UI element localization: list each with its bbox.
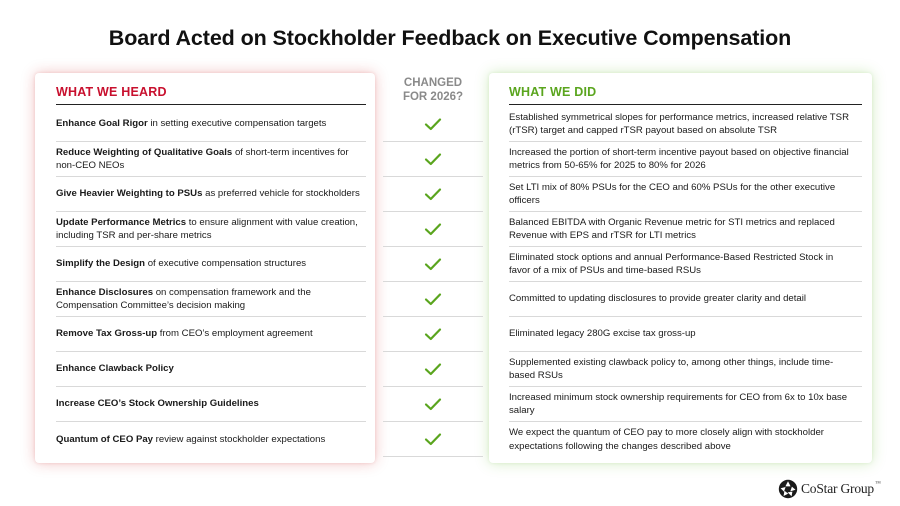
heard-row: Give Heavier Weighting to PSUs as prefer… — [56, 177, 366, 212]
what-we-heard-header: WHAT WE HEARD — [56, 85, 167, 99]
did-row: Increased the portion of short-term ince… — [509, 142, 862, 177]
heard-row: Remove Tax Gross-up from CEO’s employmen… — [56, 317, 366, 352]
changed-cell — [383, 142, 483, 177]
costar-logo-wordmark: CoStar Group™ — [801, 481, 881, 496]
heard-bold-text: Quantum of CEO Pay — [56, 433, 154, 445]
did-text: Set LTI mix of 80% PSUs for the CEO and … — [509, 181, 836, 207]
heard-text: Update Performance Metrics to ensure ali… — [56, 216, 360, 243]
did-row: Eliminated stock options and annual Perf… — [509, 247, 862, 282]
did-row: Set LTI mix of 80% PSUs for the CEO and … — [509, 177, 862, 212]
heard-rest-text: of executive compensation structures — [145, 258, 307, 270]
check-icon — [424, 223, 442, 236]
heard-bold-text: Reduce Weighting of Qualitative Goals — [56, 146, 233, 158]
heard-rest-text: of short-term incentives for non-CEO NEO… — [56, 146, 349, 172]
did-row: Established symmetrical slopes for perfo… — [509, 107, 862, 142]
heard-text: Enhance Disclosures on compensation fram… — [56, 286, 360, 313]
changed-cell — [383, 422, 483, 457]
changed-cell — [383, 387, 483, 422]
check-icon — [424, 398, 442, 411]
changed-header: CHANGED FOR 2026? — [383, 76, 483, 104]
did-text: Increased minimum stock ownership requir… — [509, 391, 848, 417]
did-text: We expect the quantum of CEO pay to more… — [509, 427, 824, 452]
heard-bold-text: Simplify the Design — [56, 258, 146, 270]
changed-header-line2: FOR 2026? — [402, 91, 464, 103]
did-row: Increased minimum stock ownership requir… — [509, 387, 862, 422]
heard-text: Remove Tax Gross-up from CEO’s employmen… — [56, 327, 313, 341]
heard-row: Increase CEO’s Stock Ownership Guideline… — [56, 387, 366, 422]
did-row: Supplemented existing clawback policy to… — [509, 352, 862, 387]
heard-text: Increase CEO’s Stock Ownership Guideline… — [56, 397, 259, 411]
heard-row: Update Performance Metrics to ensure ali… — [56, 212, 366, 247]
heard-rest-text: to ensure alignment with value creation,… — [56, 216, 358, 242]
heard-bold-text: Enhance Disclosures — [56, 286, 154, 298]
heard-row: Quantum of CEO Pay review against stockh… — [56, 422, 366, 457]
did-text: Eliminated legacy 280G excise tax gross-… — [509, 328, 696, 340]
did-row: We expect the quantum of CEO pay to more… — [509, 422, 862, 457]
costar-logo-icon — [778, 479, 798, 499]
changed-cell — [383, 212, 483, 247]
heard-bold-text: Give Heavier Weighting to PSUs — [56, 188, 203, 200]
check-icon — [424, 118, 442, 131]
did-row: Committed to updating disclosures to pro… — [509, 282, 862, 317]
changed-cell — [383, 107, 483, 142]
did-text: Committed to updating disclosures to pro… — [509, 293, 807, 305]
heard-rest-text: as preferred vehicle for stockholders — [202, 188, 360, 200]
did-text: Balanced EBITDA with Organic Revenue met… — [509, 216, 835, 242]
changed-header-line1: CHANGED — [403, 77, 463, 89]
page-title: Board Acted on Stockholder Feedback on E… — [108, 26, 792, 50]
check-icon — [424, 293, 442, 306]
check-icon — [424, 328, 442, 341]
check-icon — [424, 153, 442, 166]
check-icon — [424, 433, 442, 446]
heard-row: Enhance Disclosures on compensation fram… — [56, 282, 366, 317]
check-icon — [424, 363, 442, 376]
heard-rest-text: on compensation framework and the Compen… — [56, 286, 311, 312]
heard-rest-text: in setting executive compensation target… — [147, 118, 327, 130]
did-text: Increased the portion of short-term ince… — [509, 146, 849, 172]
heard-text: Reduce Weighting of Qualitative Goals of… — [56, 146, 360, 173]
changed-cell — [383, 282, 483, 317]
heard-row: Reduce Weighting of Qualitative Goals of… — [56, 142, 366, 177]
heard-bold-text: Increase CEO’s Stock Ownership Guideline… — [56, 398, 259, 410]
heard-text: Enhance Goal Rigor in setting executive … — [56, 117, 326, 131]
heard-text: Simplify the Design of executive compens… — [56, 257, 306, 271]
did-row: Eliminated legacy 280G excise tax gross-… — [509, 317, 862, 352]
did-text: Supplemented existing clawback policy to… — [509, 356, 834, 382]
heard-text: Give Heavier Weighting to PSUs as prefer… — [56, 187, 360, 201]
heard-bold-text: Remove Tax Gross-up — [56, 328, 158, 340]
what-we-did-header: WHAT WE DID — [509, 85, 597, 99]
heard-rest-text: from CEO’s employment agreement — [157, 328, 313, 340]
changed-cell — [383, 317, 483, 352]
did-text: Eliminated stock options and annual Perf… — [509, 251, 834, 277]
what-we-heard-card — [35, 73, 375, 463]
did-row: Balanced EBITDA with Organic Revenue met… — [509, 212, 862, 247]
heard-rest-text: review against stockholder expectations — [153, 433, 326, 445]
check-icon — [424, 188, 442, 201]
did-header-rule — [509, 104, 862, 105]
changed-cell — [383, 177, 483, 212]
what-we-did-card — [489, 73, 872, 463]
heard-bold-text: Enhance Clawback Policy — [56, 363, 174, 375]
heard-row: Enhance Clawback Policy — [56, 352, 366, 387]
changed-cell — [383, 352, 483, 387]
heard-text: Enhance Clawback Policy — [56, 362, 174, 376]
heard-text: Quantum of CEO Pay review against stockh… — [56, 433, 325, 447]
heard-row: Enhance Goal Rigor in setting executive … — [56, 107, 366, 142]
heard-bold-text: Update Performance Metrics — [56, 216, 187, 228]
heard-row: Simplify the Design of executive compens… — [56, 247, 366, 282]
changed-cell — [383, 247, 483, 282]
heard-bold-text: Enhance Goal Rigor — [56, 118, 148, 130]
check-icon — [424, 258, 442, 271]
costar-logo: CoStar Group™ — [778, 479, 881, 499]
did-text: Established symmetrical slopes for perfo… — [509, 111, 849, 137]
heard-header-rule — [56, 104, 366, 105]
